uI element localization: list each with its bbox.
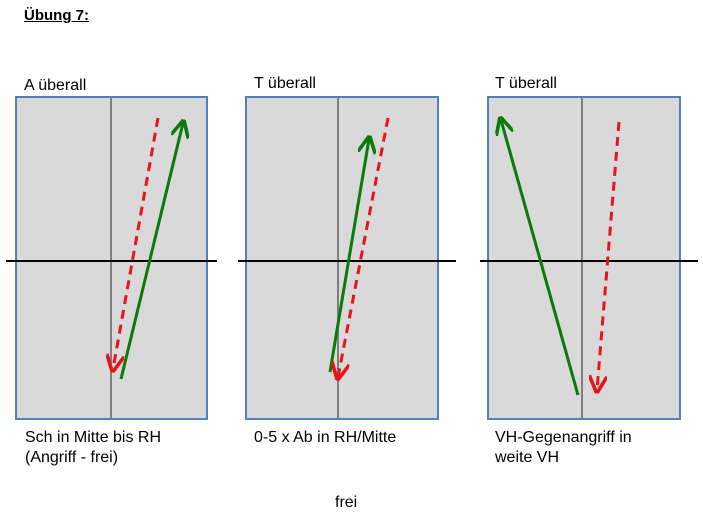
footer-text: frei (335, 494, 358, 511)
panel-1-caption: Sch in Mitte bis RH (Angriff - frei) (25, 428, 161, 468)
panel-2-label: T überall (254, 75, 316, 92)
green-arrow (501, 120, 580, 396)
caption-line: 0-5 x Ab in RH/Mitte (254, 429, 397, 446)
panel-2-caption: 0-5 x Ab in RH/Mitte (254, 428, 396, 448)
caption-line: weite VH (495, 449, 560, 466)
panel-3-label: T überall (495, 75, 557, 92)
caption-line: (Angriff - frei) (25, 449, 119, 466)
court-rect (487, 96, 681, 420)
court-rect (245, 96, 439, 420)
panel-2-court (238, 96, 456, 420)
green-arrow (119, 123, 183, 380)
panel-3-caption: VH-Gegenangriff in weite VH (495, 428, 632, 468)
red-dashed-arrow (113, 117, 160, 369)
panel-1-label: A überall (24, 77, 87, 94)
exercise-title: Übung 7: (24, 7, 89, 24)
caption-line: VH-Gegenangriff in (495, 429, 632, 446)
panel-1-court (6, 96, 217, 420)
panel-3-court (480, 96, 698, 420)
caption-line: Sch in Mitte bis RH (25, 429, 162, 446)
green-arrow (328, 139, 369, 373)
